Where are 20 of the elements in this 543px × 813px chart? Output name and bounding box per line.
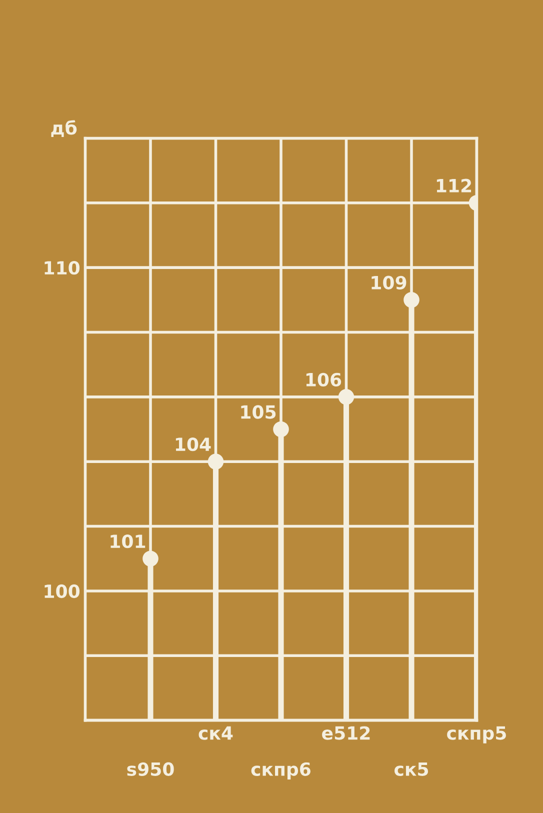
point	[404, 292, 420, 308]
y-tick-label: 100	[44, 584, 80, 598]
y-axis-title: дб	[51, 120, 77, 137]
point	[208, 454, 224, 470]
data-label: 105	[241, 405, 276, 419]
data-label: 101	[110, 534, 146, 548]
x-tick-label: скпр5	[447, 726, 506, 744]
x-tick-label: ск4	[198, 726, 233, 740]
x-tick-label: е512	[322, 726, 370, 740]
data-label: 104	[176, 438, 211, 452]
x-tick-label: ск5	[394, 762, 428, 776]
x-tick-label: скпр6	[251, 762, 310, 780]
y-tick-label: 110	[44, 261, 80, 275]
point	[142, 550, 158, 567]
data-label: 112	[436, 178, 472, 192]
data-label: 109	[372, 276, 406, 290]
x-tick-label: s950	[127, 762, 174, 776]
data-label: 106	[306, 372, 342, 386]
point	[273, 421, 289, 438]
point	[338, 389, 354, 405]
